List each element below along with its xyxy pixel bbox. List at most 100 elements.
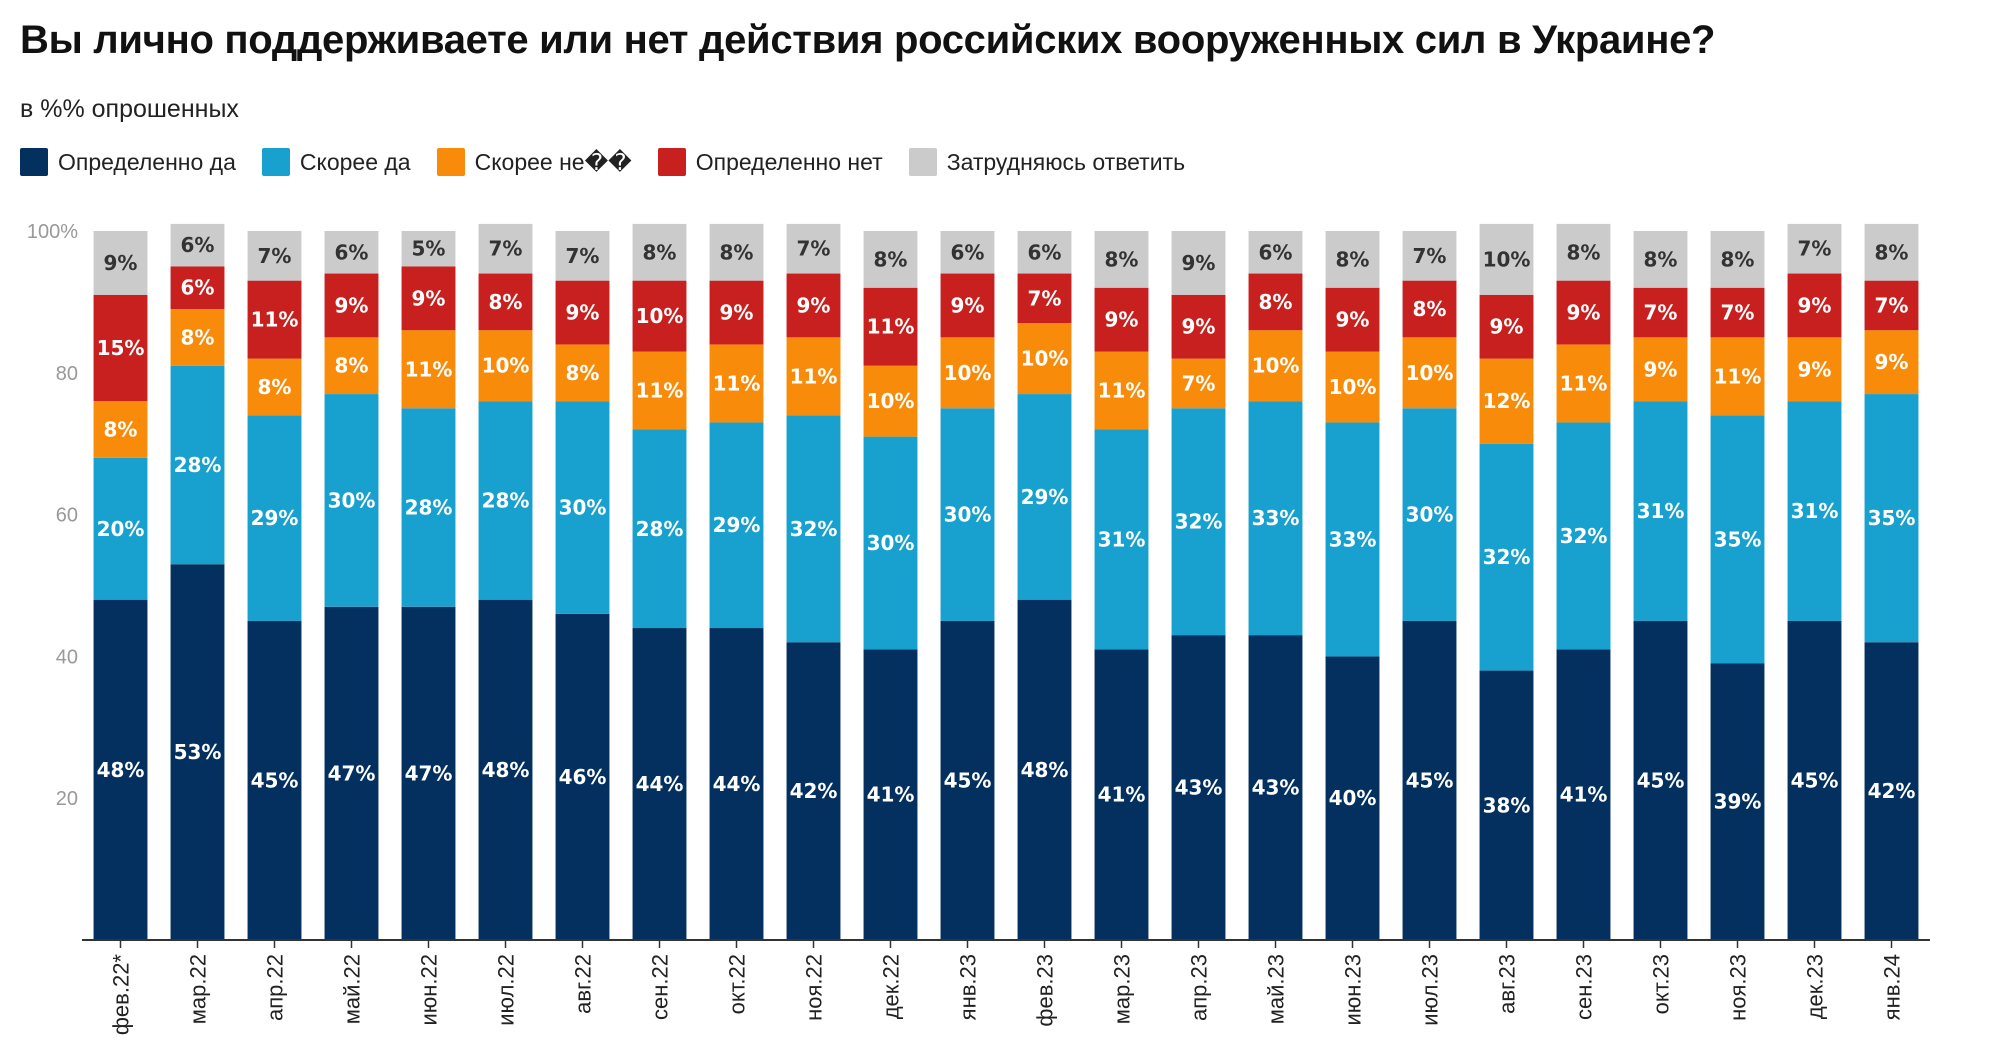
data-label: 7% (1644, 301, 1678, 325)
legend-item-3: Определенно нет (657, 148, 883, 176)
data-label: 9% (335, 293, 369, 317)
bar-segment (1325, 287, 1380, 352)
data-label: 7% (1721, 301, 1755, 325)
data-label: 28% (405, 496, 453, 520)
bar-segment (555, 401, 610, 614)
data-label: 30% (944, 503, 992, 527)
legend-item-0: Определенно да (20, 148, 236, 176)
data-label: 10% (1406, 361, 1454, 385)
data-label: 11% (790, 364, 838, 388)
bar-segment (555, 344, 610, 402)
data-label: 43% (1175, 776, 1223, 800)
bar-segment (1094, 429, 1149, 650)
x-category-label: авг.23 (1495, 954, 1520, 1014)
x-category-label: июл.23 (1418, 954, 1443, 1026)
bar-segment (940, 231, 995, 274)
bar-segment (1017, 394, 1072, 600)
bar-segment (1248, 330, 1303, 402)
bar-segment (1787, 401, 1842, 621)
data-label: 29% (713, 513, 761, 537)
data-label: 43% (1252, 776, 1300, 800)
bar-segment (863, 287, 918, 366)
data-label: 32% (1175, 510, 1223, 534)
bar-segment (1017, 599, 1072, 940)
bar-segment (1479, 670, 1534, 940)
y-tick-label: 40 (56, 646, 78, 668)
data-label: 32% (790, 517, 838, 541)
bar-segment (93, 401, 148, 458)
bar-segment (1402, 408, 1457, 621)
bar-segment (1556, 344, 1611, 423)
bar-segment (863, 649, 918, 940)
bar-segment (93, 599, 148, 940)
data-label: 10% (944, 361, 992, 385)
data-label: 28% (636, 517, 684, 541)
data-label: 9% (1798, 357, 1832, 381)
data-label: 28% (174, 453, 222, 477)
bar-segment (1633, 620, 1688, 940)
bar-segment (1556, 649, 1611, 940)
data-label: 6% (1028, 240, 1062, 264)
bar-segment (1787, 273, 1842, 338)
data-label: 38% (1483, 793, 1531, 817)
bar-segment (786, 415, 841, 643)
bar-segment (1402, 337, 1457, 409)
bar-segment (1248, 231, 1303, 274)
bar-segment (1325, 351, 1380, 423)
data-label: 8% (874, 247, 908, 271)
bar-segment (940, 408, 995, 621)
x-category-label: апр.22 (263, 954, 288, 1021)
data-label: 11% (636, 379, 684, 403)
bar-segment (1171, 408, 1226, 636)
bar-segment (555, 613, 610, 940)
legend-swatch (657, 148, 686, 176)
data-label: 8% (1721, 247, 1755, 271)
bar-segment (786, 337, 841, 416)
data-label: 6% (181, 233, 215, 257)
data-label: 10% (1483, 247, 1531, 271)
x-category-label: фев.23 (1033, 954, 1058, 1027)
x-category-label: апр.23 (1187, 954, 1212, 1021)
data-label: 8% (335, 354, 369, 378)
data-label: 45% (1637, 768, 1685, 792)
data-label: 41% (1560, 783, 1608, 807)
data-label: 39% (1714, 790, 1762, 814)
data-label: 30% (867, 531, 915, 555)
data-label: 6% (951, 240, 985, 264)
bar-segment (709, 280, 764, 345)
bar-segment (1248, 401, 1303, 636)
bar-segment (478, 223, 533, 274)
data-label: 9% (1567, 301, 1601, 325)
bar-segment (1633, 401, 1688, 621)
bar-segment (401, 330, 456, 409)
data-label: 8% (1336, 247, 1370, 271)
data-label: 9% (1490, 315, 1524, 339)
data-label: 47% (328, 761, 376, 785)
data-label: 8% (720, 240, 754, 264)
data-label: 8% (1105, 247, 1139, 271)
x-category-label: фев.22* (109, 954, 134, 1036)
data-label: 9% (566, 301, 600, 325)
data-label: 31% (1098, 527, 1146, 551)
data-label: 20% (97, 517, 145, 541)
data-label: 10% (1329, 375, 1377, 399)
bar-segment (1094, 231, 1149, 288)
legend-item-1: Скорее да (261, 148, 411, 176)
data-label: 44% (713, 772, 761, 796)
bar-segment (1710, 231, 1765, 288)
data-label: 7% (258, 244, 292, 268)
data-label: 45% (944, 768, 992, 792)
bar-segment (1479, 223, 1534, 295)
x-category-label: авг.22 (571, 954, 596, 1014)
bar-segment (1171, 635, 1226, 940)
data-label: 7% (1028, 286, 1062, 310)
data-label: 45% (1791, 768, 1839, 792)
bar-segment (1325, 422, 1380, 657)
bar-segment (1017, 231, 1072, 274)
bar-segment (1787, 337, 1842, 402)
data-label: 9% (1336, 308, 1370, 332)
bar-segment (170, 564, 225, 940)
data-label: 8% (1413, 297, 1447, 321)
data-label: 48% (1021, 758, 1069, 782)
legend-label: Скорее да (299, 148, 411, 175)
